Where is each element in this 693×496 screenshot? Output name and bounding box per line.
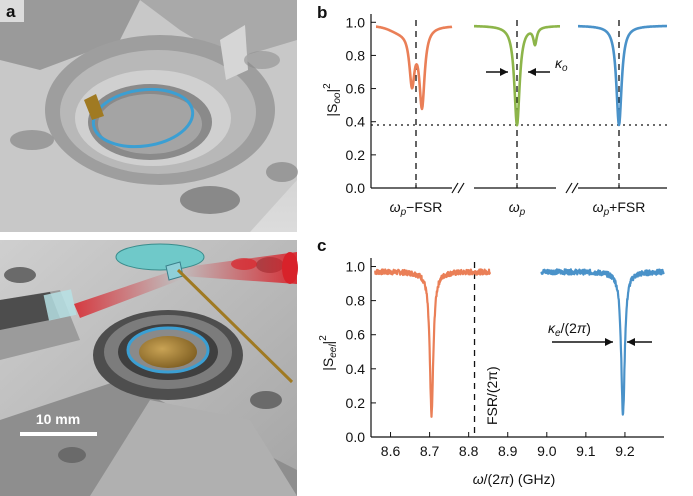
- c-kappa-label: κe/(2π): [548, 320, 591, 339]
- c-ytick-label-3: 0.6: [346, 327, 366, 343]
- b-ylabel: |Soo|2: [322, 83, 343, 117]
- b-ytick-label-2: 0.4: [346, 114, 366, 130]
- b-y-tick-labels: 0.0 0.2 0.4 0.6 0.8 1.0: [346, 14, 366, 196]
- panel-label-b: b: [317, 3, 327, 22]
- b-axis-break-2: [566, 183, 572, 193]
- c-xtick-label-4: 9.0: [537, 443, 557, 459]
- c-xlabel: ω/(2π) (GHz): [473, 471, 556, 487]
- b-xtick-0: ωp−FSR: [390, 199, 443, 218]
- b-kappa-annotation: κo: [486, 55, 568, 76]
- b-ytick-label-3: 0.6: [346, 81, 366, 97]
- panel-b: b |Soo|2 0.0 0.2 0.4 0.6 0.8 1.0 ωp−FSR ωp ωp…: [317, 3, 667, 218]
- b-ytick-label-1: 0.2: [346, 147, 366, 163]
- c-ytick-label-1: 0.2: [346, 395, 366, 411]
- panel-c: c |Seel|2 0.0 0.2 0.4 0.6 0.8 1.0 8.6 8.7 8.8 8.9…: [317, 236, 664, 487]
- b-axis-break-3: [572, 183, 578, 193]
- device-illustration: a 10 mm: [0, 0, 298, 496]
- panel-label-c: c: [317, 236, 326, 255]
- scale-bar-label: 10 mm: [36, 411, 80, 427]
- c-xtick-label-0: 8.6: [381, 443, 401, 459]
- b-series-blue: [578, 26, 667, 125]
- b-kappa-label: κo: [555, 55, 568, 74]
- c-ytick-label-2: 0.4: [346, 361, 366, 377]
- scale-bar: [20, 432, 97, 436]
- c-xtick-label-5: 9.1: [576, 443, 596, 459]
- c-xtick-label-6: 9.2: [615, 443, 635, 459]
- c-ytick-label-0: 0.0: [346, 429, 366, 445]
- b-axis-break-0: [452, 183, 458, 193]
- c-kappa-annotation: κe/(2π): [548, 320, 652, 346]
- c-ytick-label-4: 0.8: [346, 293, 366, 309]
- laser-spot: [282, 252, 298, 284]
- panel-label-a: a: [6, 2, 16, 21]
- c-tick-labels: 0.0 0.2 0.4 0.6 0.8 1.0 8.6 8.7 8.8 8.9 9.0 9.1 9.2: [346, 259, 635, 459]
- b-ytick-label-5: 1.0: [346, 14, 366, 30]
- bottom-housing: [0, 240, 298, 496]
- b-ytick-label-4: 0.8: [346, 47, 366, 63]
- b-ytick-label-0: 0.0: [346, 180, 366, 196]
- c-xtick-label-2: 8.8: [459, 443, 479, 459]
- c-vline-label: FSR/(2π): [484, 366, 500, 425]
- c-series-orange: [375, 269, 490, 416]
- b-xtick-2: ωp+FSR: [593, 199, 646, 218]
- c-xtick-label-1: 8.7: [420, 443, 440, 459]
- b-x-tick-labels: ωp−FSR ωp ωp+FSR: [390, 199, 646, 218]
- c-xtick-label-3: 8.9: [498, 443, 518, 459]
- c-ylabel: |Seel|2: [318, 335, 339, 371]
- c-series: [375, 269, 664, 417]
- top-housing: [0, 0, 298, 232]
- b-axis-break-1: [458, 183, 464, 193]
- mirror-disk: [116, 244, 204, 270]
- b-series-orange: [376, 27, 452, 109]
- c-ytick-label-5: 1.0: [346, 259, 366, 275]
- b-series: [376, 26, 667, 125]
- b-xtick-1: ωp: [509, 199, 526, 218]
- sample-disk: [139, 336, 197, 368]
